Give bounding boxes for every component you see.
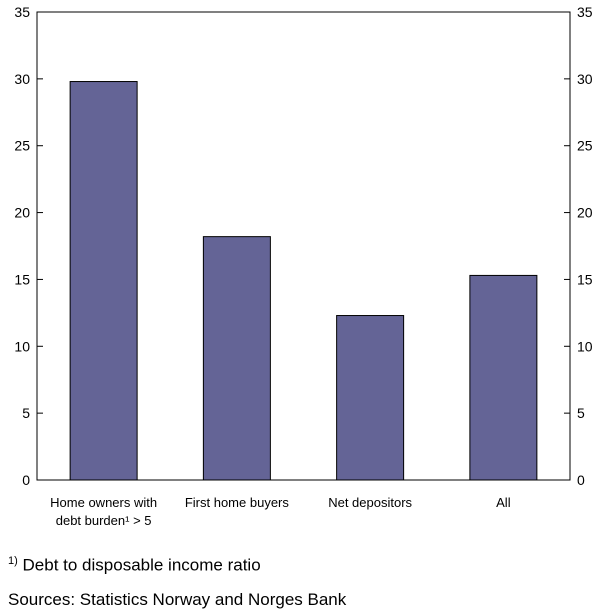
x-category-label: Home owners with [50, 495, 157, 510]
footnote-marker: 1) [8, 555, 18, 567]
x-category-label: First home buyers [185, 495, 290, 510]
bar [469, 274, 538, 481]
plot-frame [36, 11, 571, 481]
x-category-label: Net depositors [328, 495, 412, 510]
bar [202, 236, 271, 481]
y-tick-label-left: 10 [14, 338, 30, 354]
y-tick-label-left: 25 [14, 138, 30, 154]
sources-note: Sources: Statistics Norway and Norges Ba… [8, 590, 347, 609]
y-tick-label-left: 0 [22, 472, 30, 488]
bar-chart: 0 0 5 5 10 10 15 15 20 20 25 25 30 30 35 35 Home owners … [14, 4, 593, 528]
y-tick-label-right: 30 [577, 71, 593, 87]
y-tick-label-left: 5 [22, 405, 30, 421]
y-tick-label-right: 25 [577, 138, 593, 154]
bar [336, 315, 405, 481]
bar [69, 81, 138, 481]
x-category-label: All [496, 495, 511, 510]
y-tick-label-left: 30 [14, 71, 30, 87]
y-tick-label-right: 35 [577, 4, 593, 20]
footnote-text: Debt to disposable income ratio [22, 555, 261, 575]
footnote-definition: 1) Debt to disposable income ratio [8, 555, 261, 576]
y-tick-label-right: 10 [577, 338, 593, 354]
y-tick-label-right: 5 [577, 405, 585, 421]
y-tick-label-left: 35 [14, 4, 30, 20]
y-tick-label-left: 15 [14, 271, 30, 287]
y-tick-label-left: 20 [14, 205, 30, 221]
y-tick-label-right: 20 [577, 205, 593, 221]
x-category-label: debt burden¹ > 5 [56, 513, 152, 528]
y-tick-label-right: 0 [577, 472, 585, 488]
y-tick-label-right: 15 [577, 271, 593, 287]
